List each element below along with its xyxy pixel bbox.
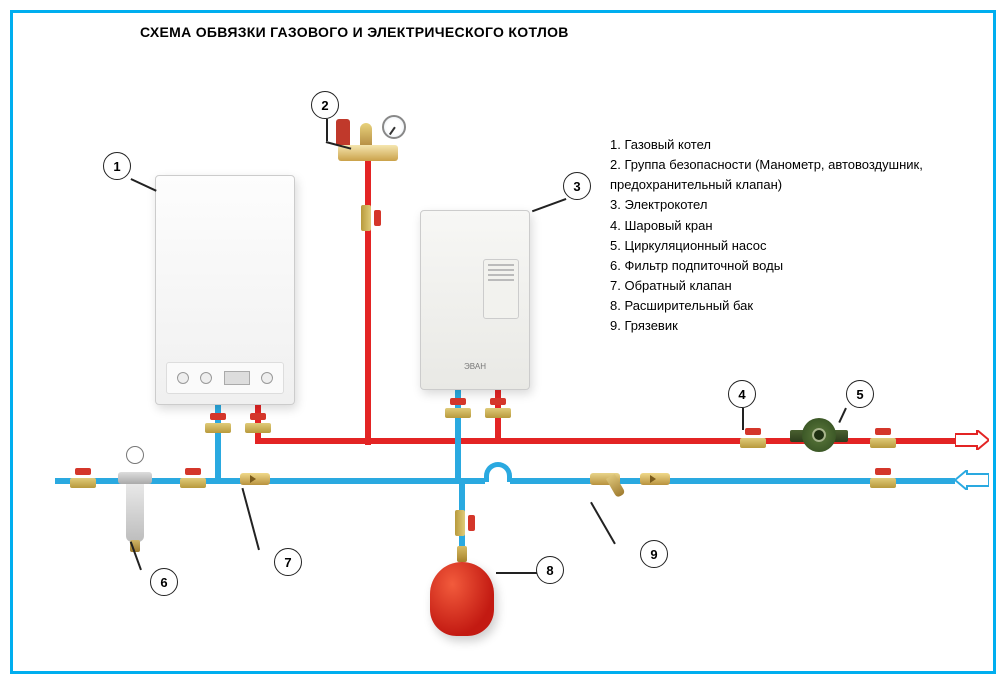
callout-6: 6 — [150, 568, 178, 596]
callout-7: 7 — [274, 548, 302, 576]
legend-item: 9. Грязевик — [610, 316, 970, 336]
legend-item: 5. Циркуляционный насос — [610, 236, 970, 256]
callout-1: 1 — [103, 152, 131, 180]
check-valve — [640, 473, 670, 485]
leader-line — [742, 408, 744, 430]
circulation-pump — [796, 418, 842, 464]
callout-9: 9 — [640, 540, 668, 568]
ball-valve — [870, 428, 896, 454]
ball-valve — [245, 413, 271, 439]
mud-trap — [590, 473, 620, 485]
callout-4: 4 — [728, 380, 756, 408]
legend: 1. Газовый котел 2. Группа безопасности … — [610, 135, 970, 336]
callout-5: 5 — [846, 380, 874, 408]
callout-3: 3 — [563, 172, 591, 200]
pipe-hot — [365, 225, 371, 445]
pipe-cold-bridge — [484, 462, 512, 482]
leader-line — [496, 572, 538, 574]
boiler-brand-label: ЭВАН — [421, 362, 529, 371]
makeup-water-filter — [118, 472, 152, 484]
ball-valve — [445, 398, 471, 424]
legend-item: 8. Расширительный бак — [610, 296, 970, 316]
electric-boiler: ЭВАН — [420, 210, 530, 390]
ball-valve — [70, 468, 96, 494]
ball-valve — [355, 205, 381, 231]
diagram-title: СХЕМА ОБВЯЗКИ ГАЗОВОГО И ЭЛЕКТРИЧЕСКОГО … — [140, 24, 569, 40]
gas-boiler — [155, 175, 295, 405]
legend-item: 2. Группа безопасности (Манометр, автово… — [610, 155, 970, 195]
legend-item: 7. Обратный клапан — [610, 276, 970, 296]
pipe-hot — [255, 438, 955, 444]
legend-item: 1. Газовый котел — [610, 135, 970, 155]
ball-valve — [180, 468, 206, 494]
callout-8: 8 — [536, 556, 564, 584]
legend-item: 3. Электрокотел — [610, 195, 970, 215]
expansion-tank — [430, 546, 494, 636]
ball-valve — [449, 510, 475, 536]
leader-line — [326, 119, 328, 141]
ball-valve — [485, 398, 511, 424]
ball-valve — [205, 413, 231, 439]
legend-item: 4. Шаровый кран — [610, 216, 970, 236]
flow-arrow-in-icon — [955, 470, 989, 490]
legend-item: 6. Фильтр подпиточной воды — [610, 256, 970, 276]
flow-arrow-out-icon — [955, 430, 989, 450]
check-valve — [240, 473, 270, 485]
callout-2: 2 — [311, 91, 339, 119]
ball-valve — [870, 468, 896, 494]
ball-valve — [740, 428, 766, 454]
